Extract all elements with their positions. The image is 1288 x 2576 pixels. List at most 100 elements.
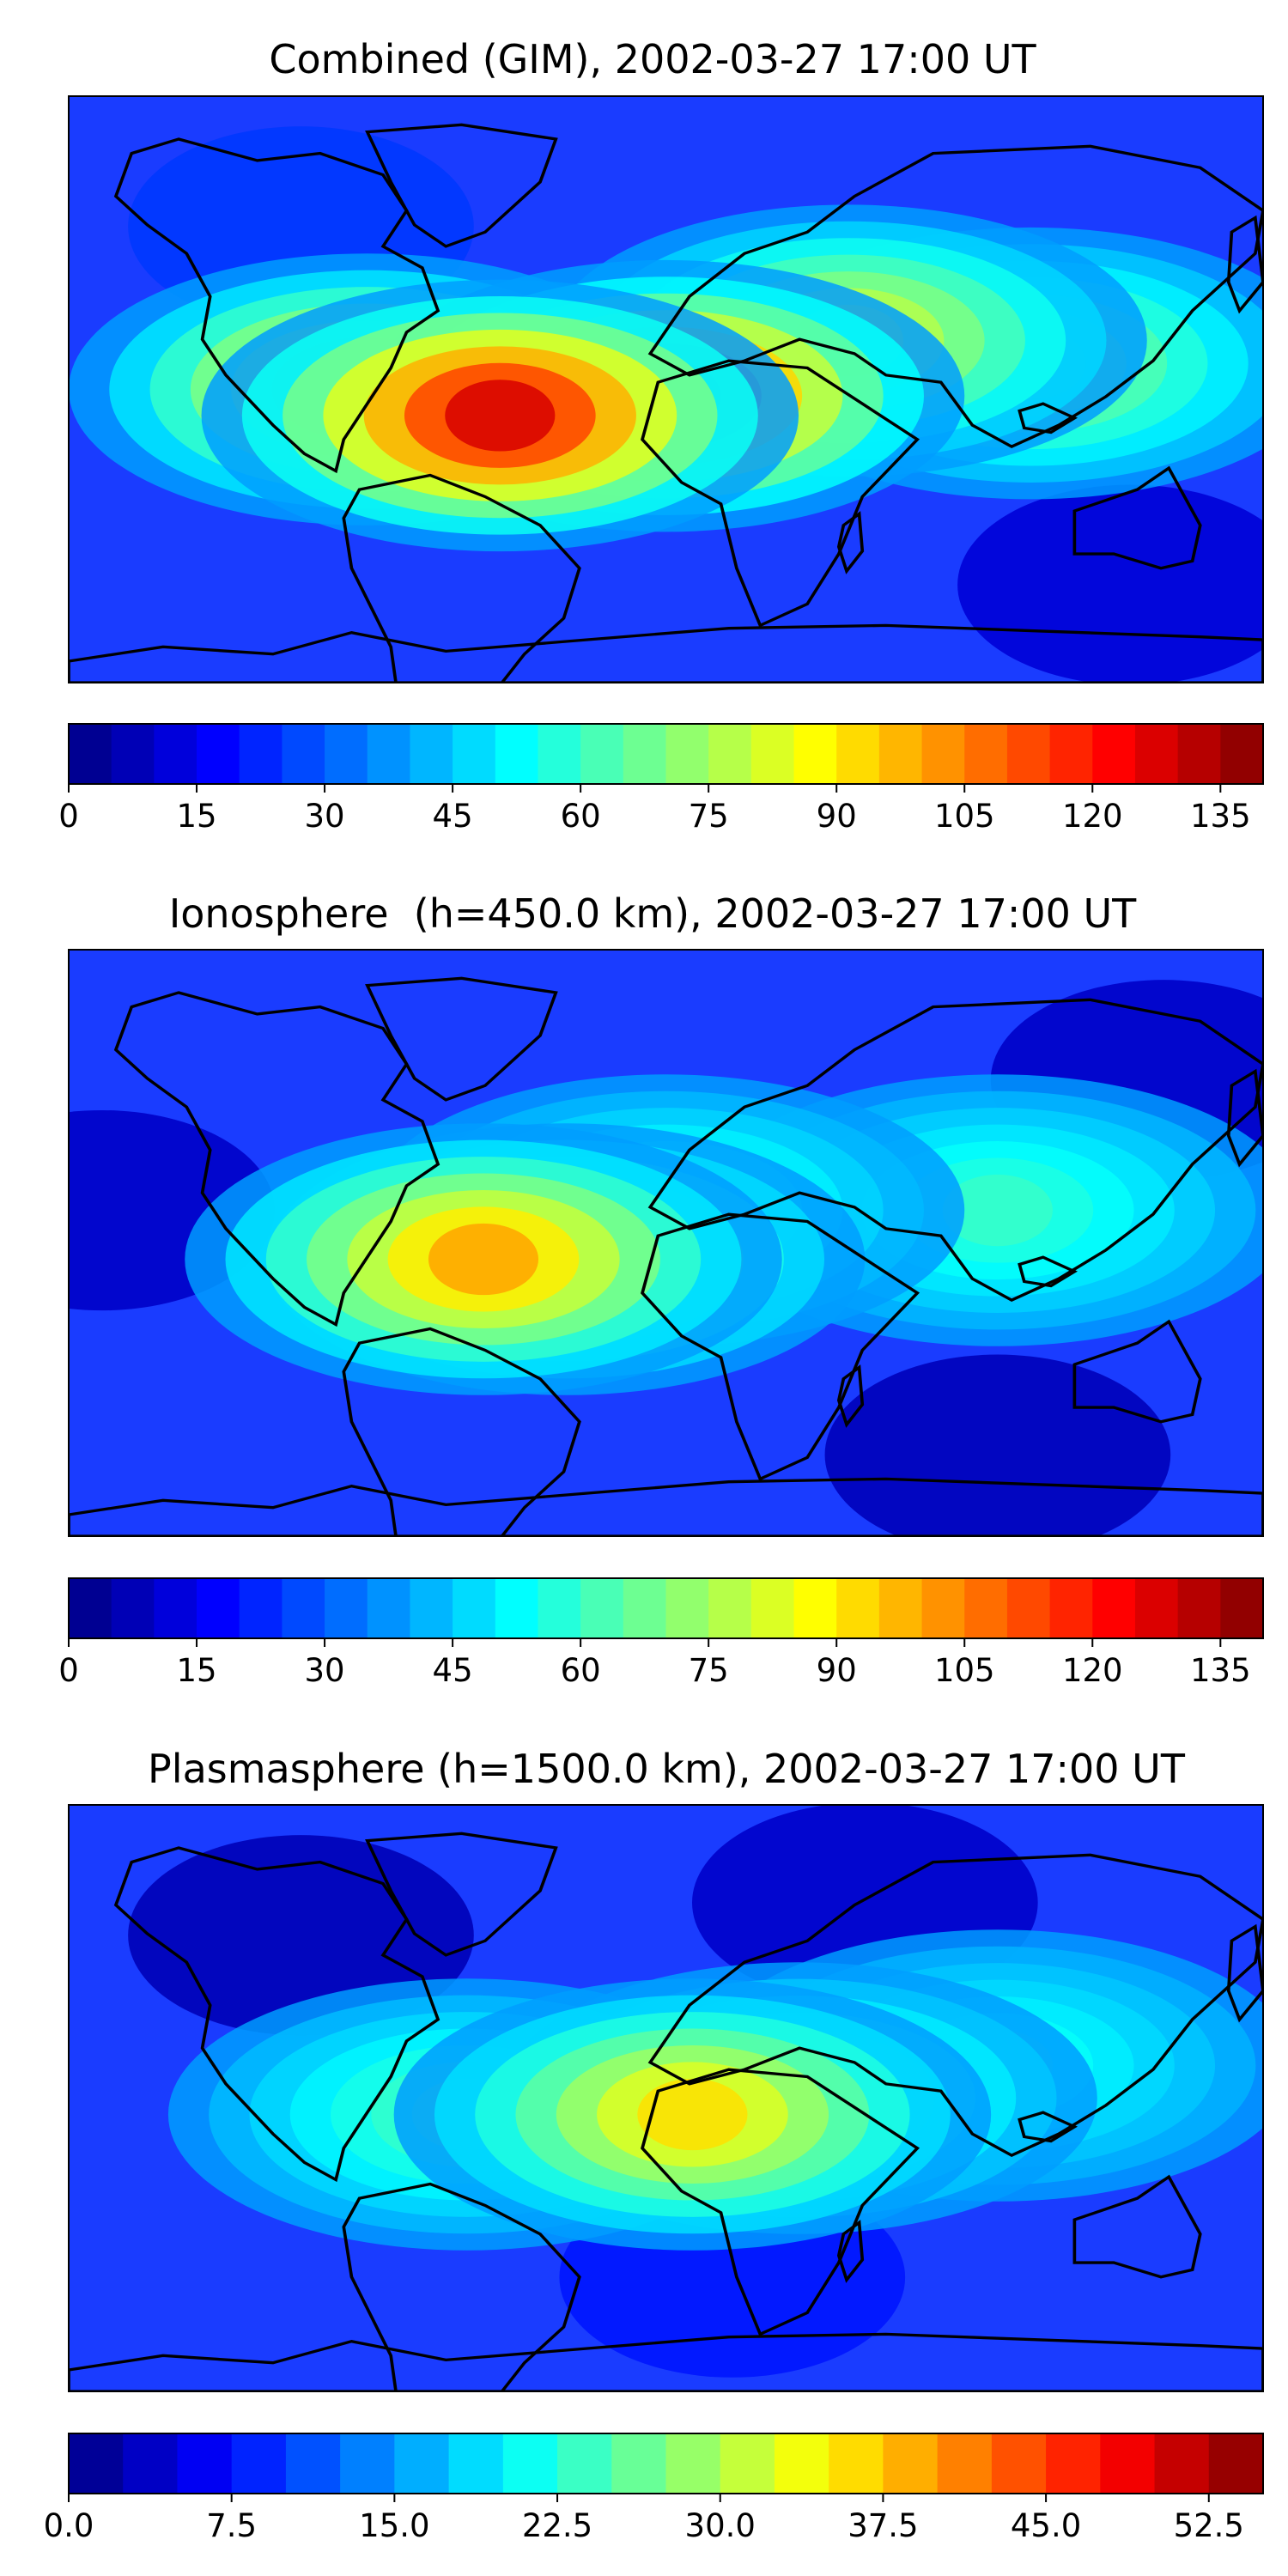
contour-region-4-level-6 [445, 380, 556, 452]
colorbar-segment [836, 1578, 880, 1638]
colorbar-segment [836, 724, 880, 784]
panel-plasmasphere: Plasmasphere (h=1500.0 km), 2002-03-27 1… [44, 1746, 1264, 2544]
colorbar-segment [282, 724, 325, 784]
map-frame [68, 1804, 1264, 2392]
colorbar-segment [453, 724, 496, 784]
colorbar-combined: 0 15 30 45 60 75 90 105 120 135 [58, 723, 1264, 835]
colorbar-segment [1092, 1578, 1136, 1638]
colorbar-segment [197, 724, 240, 784]
colorbar-tick-label: 0 [58, 798, 79, 835]
colorbar-tick-label: 90 [817, 798, 857, 835]
colorbar-segment [1208, 2433, 1264, 2494]
colorbar-tick-label: 0 [58, 1652, 79, 1689]
colorbar-tick-label: 90 [817, 1652, 857, 1689]
colorbar-tick-label: 120 [1062, 798, 1123, 835]
contour-low-0 [957, 484, 1263, 683]
colorbar-segment [964, 724, 1008, 784]
colorbar-tick-label: 60 [561, 1652, 601, 1689]
colorbar-segment [69, 724, 112, 784]
colorbar-segment [708, 724, 752, 784]
colorbar-segment [154, 1578, 197, 1638]
colorbar-segment [285, 2433, 341, 2494]
colorbar-segment [921, 724, 965, 784]
colorbar-segment [1134, 724, 1179, 784]
colorbar-segment [197, 1578, 240, 1638]
colorbar-segment [774, 2433, 829, 2494]
panel-combined-title: Combined (GIM), 2002-03-27 17:00 UT [269, 36, 1036, 82]
colorbar-segment [325, 1578, 368, 1638]
colorbar-tick-label: 15.0 [359, 2507, 429, 2544]
colorbar-segment [111, 1578, 155, 1638]
colorbar-segment [793, 1578, 837, 1638]
panel-combined: Combined (GIM), 2002-03-27 17:00 UT 0 15 3… [58, 36, 1264, 835]
contour-region-3-level-6 [637, 2078, 748, 2151]
panel-plasmasphere-map [69, 1805, 1263, 2391]
colorbar-ionosphere: 0 15 30 45 60 75 90 105 120 135 [58, 1577, 1264, 1689]
colorbar-frame [68, 2433, 1264, 2494]
colorbar-segment [623, 1578, 667, 1638]
colorbar-segment [538, 1578, 581, 1638]
colorbar-segment [665, 1578, 709, 1638]
colorbar-segment [878, 724, 923, 784]
colorbar-segment [611, 2433, 667, 2494]
colorbar-segment [708, 1578, 752, 1638]
colorbar-tick-label: 37.5 [848, 2507, 918, 2544]
panel-plasmasphere-title: Plasmasphere (h=1500.0 km), 2002-03-27 1… [148, 1746, 1186, 1792]
colorbar-segment [1100, 2433, 1156, 2494]
colorbar-segment [937, 2433, 993, 2494]
colorbar-segment [495, 1578, 539, 1638]
colorbar-tick-label: 15 [176, 1652, 216, 1689]
colorbar-segment [282, 1578, 325, 1638]
colorbar-segment [502, 2433, 558, 2494]
colorbar-segment [750, 724, 795, 784]
contour-region-0-level-6 [942, 1174, 1053, 1247]
colorbar-segment [340, 2433, 395, 2494]
colorbar-segment [239, 1578, 283, 1638]
colorbar-segment [538, 724, 581, 784]
colorbar-tick-label: 45 [433, 798, 473, 835]
colorbar-plasmasphere: 0.0 7.5 15.0 22.5 30.0 37.5 45.0 52.5 [44, 2433, 1264, 2544]
contour-region-3-level-6 [428, 1223, 539, 1296]
colorbar-segment [367, 1578, 411, 1638]
colorbar-segment [720, 2433, 775, 2494]
colorbar-segment [1220, 1578, 1264, 1638]
colorbar-segment [1134, 1578, 1179, 1638]
panel-ionosphere: Ionosphere (h=450.0 km), 2002-03-27 17:0… [58, 890, 1264, 1689]
colorbar-tick-label: 22.5 [522, 2507, 592, 2544]
colorbar-segment [793, 724, 837, 784]
colorbar-segment [829, 2433, 884, 2494]
colorbar-tick-label: 30.0 [685, 2507, 756, 2544]
colorbar-segment [453, 1578, 496, 1638]
colorbar-segment [878, 1578, 923, 1638]
colorbar-segment [1049, 724, 1093, 784]
colorbar-tick-label: 45 [433, 1652, 473, 1689]
colorbar-tick-label: 30 [305, 798, 345, 835]
colorbar-tick-label: 120 [1062, 1652, 1123, 1689]
colorbar-segment [1220, 724, 1264, 784]
colorbar-segment [239, 724, 283, 784]
colorbar-segment [1092, 724, 1136, 784]
colorbar-tick-label: 30 [305, 1652, 345, 1689]
panel-ionosphere-map [69, 950, 1263, 1536]
colorbar-frame [68, 1577, 1264, 1639]
colorbar-tick-label: 105 [934, 798, 995, 835]
colorbar-segment [495, 724, 539, 784]
colorbar-tick-label: 135 [1190, 798, 1251, 835]
map-frame [68, 95, 1264, 683]
colorbar-segment [665, 2433, 721, 2494]
colorbar-segment [580, 1578, 624, 1638]
colorbar-segment [1046, 2433, 1101, 2494]
colorbar-segment [665, 724, 709, 784]
colorbar-tick-label: 75 [689, 798, 729, 835]
colorbar-segment [394, 2433, 450, 2494]
colorbar-segment [325, 724, 368, 784]
colorbar-tick-label: 60 [561, 798, 601, 835]
colorbar-segment [448, 2433, 504, 2494]
colorbar-segment [1154, 2433, 1210, 2494]
colorbar-segment [883, 2433, 939, 2494]
colorbar-segment [410, 724, 453, 784]
colorbar-segment [123, 2433, 179, 2494]
colorbar-segment [231, 2433, 287, 2494]
colorbar-tick-label: 52.5 [1174, 2507, 1244, 2544]
